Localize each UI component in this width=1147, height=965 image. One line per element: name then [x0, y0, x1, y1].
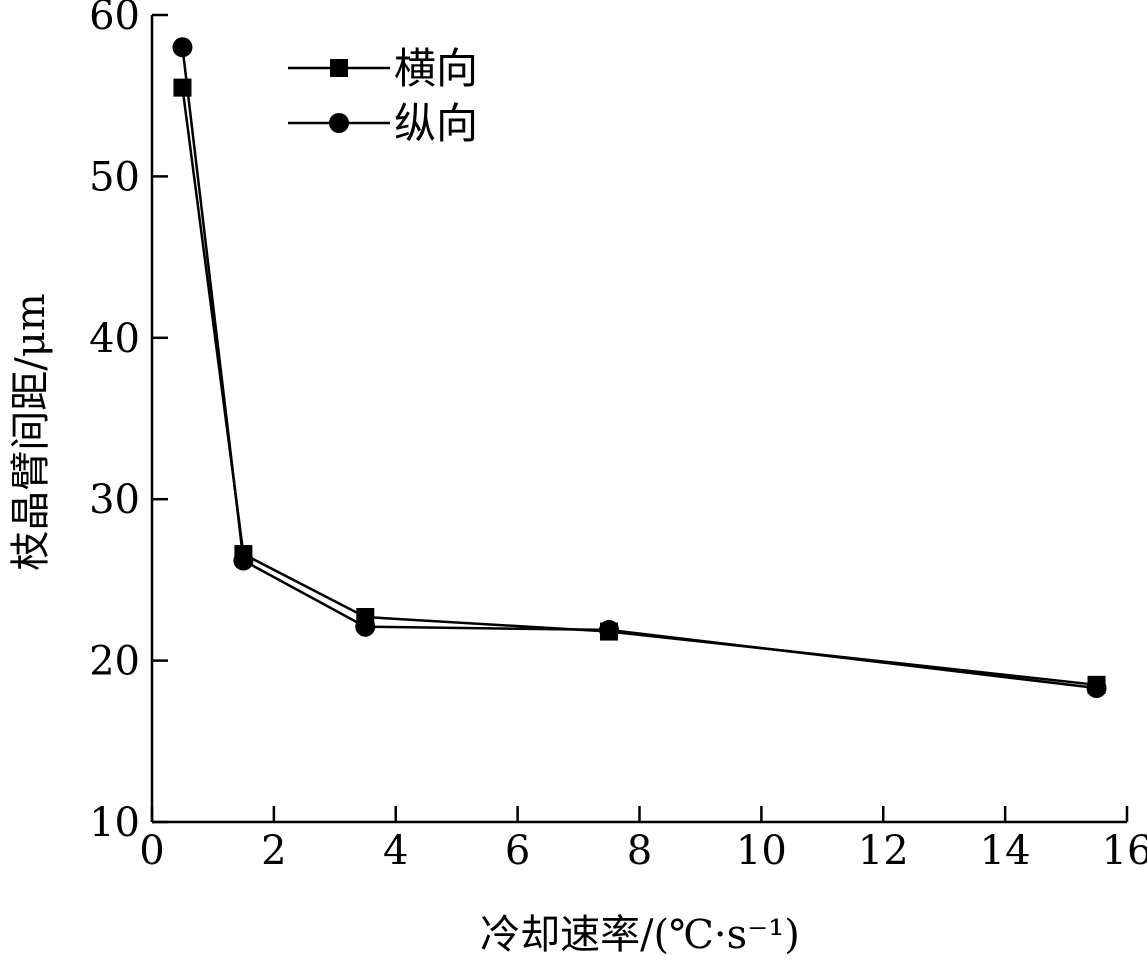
- x-tick-label: 0: [139, 828, 164, 874]
- series-circle: [172, 37, 1107, 699]
- x-tick-label: 6: [505, 828, 530, 874]
- legend-label: 纵向: [394, 99, 478, 148]
- y-tick-label: 40: [89, 316, 140, 362]
- legend-marker-square: [330, 59, 348, 77]
- y-axis-title: 枝晶臂间距/μm: [8, 293, 54, 570]
- data-point-circle: [172, 37, 193, 58]
- axes: [150, 15, 1127, 824]
- x-axis-title: 冷却速率/(℃·s⁻¹): [480, 912, 800, 958]
- data-point-circle: [355, 616, 376, 637]
- series-line: [181, 47, 1097, 690]
- series-square: [173, 78, 1106, 694]
- y-tick-label: 60: [89, 0, 140, 39]
- x-tick-label: 10: [736, 828, 787, 874]
- legend-entry: 横向: [288, 44, 478, 93]
- data-point-circle: [1086, 678, 1107, 699]
- y-tick-label: 20: [89, 639, 140, 685]
- data-point-circle: [233, 550, 254, 571]
- legend-label: 横向: [394, 44, 478, 93]
- legend-marker-circle: [329, 113, 349, 133]
- series-line: [181, 87, 1097, 687]
- x-tick-label: 16: [1102, 828, 1147, 874]
- x-tick-label: 12: [858, 828, 909, 874]
- y-tick-label: 10: [89, 800, 140, 846]
- x-tick-label: 8: [627, 828, 652, 874]
- x-tick-label: 2: [261, 828, 286, 874]
- y-tick-label: 30: [89, 477, 140, 523]
- ticks: 0 2 4 6 8 10 12 14 16 10 20 30 40 50 60: [89, 0, 1147, 874]
- x-tick-label: 14: [980, 828, 1031, 874]
- x-tick-label: 4: [383, 828, 408, 874]
- legend-entry: 纵向: [288, 99, 478, 148]
- y-tick-label: 50: [89, 154, 140, 200]
- data-point-circle: [599, 619, 620, 640]
- series-group: [172, 37, 1107, 699]
